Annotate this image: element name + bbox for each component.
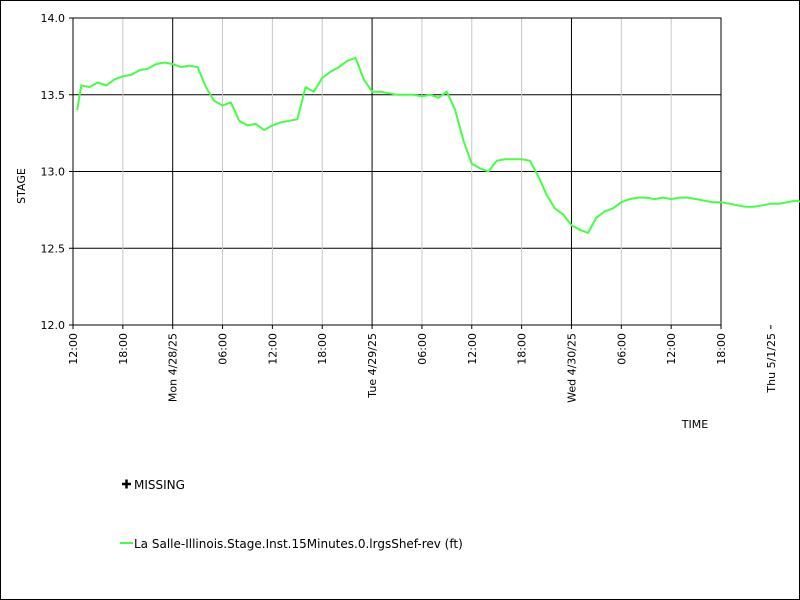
x-tick-day-label: Wed 4/30/25 bbox=[565, 333, 578, 403]
legend-missing-plus-icon bbox=[122, 479, 131, 489]
x-tick-day-label: Thu 5/1/25 bbox=[765, 333, 778, 394]
x-tick-day-label: Tue 4/29/25 bbox=[366, 333, 379, 399]
legend-item-series: La Salle-Illinois.Stage.Inst.15Minutes.0… bbox=[120, 537, 463, 551]
x-tick-label: 18:00 bbox=[715, 333, 728, 365]
x-tick-label: 18:00 bbox=[516, 333, 529, 365]
x-axis-title: TIME bbox=[681, 418, 708, 431]
x-tick-label: 12:00 bbox=[266, 333, 279, 365]
x-tick-label: 12:00 bbox=[665, 333, 678, 365]
legend-item-missing: MISSING bbox=[122, 478, 185, 492]
x-axis-ticks: 12:00 18:00 Mon 4/28/25 06:00 12:00 18:00 Tue … bbox=[67, 325, 778, 403]
series-line bbox=[76, 56, 800, 235]
y-tick-label: 13.0 bbox=[41, 166, 66, 179]
y-tick-label: 12.0 bbox=[41, 319, 66, 332]
legend-label-series: La Salle-Illinois.Stage.Inst.15Minutes.0… bbox=[134, 537, 463, 551]
x-tick-label: 12:00 bbox=[466, 333, 479, 365]
y-tick-label: 14.0 bbox=[41, 12, 66, 25]
y-tick-label: 12.5 bbox=[41, 242, 66, 255]
y-axis-ticks: 12.0 12.5 13.0 13.5 14.0 bbox=[41, 12, 73, 332]
grid-lines bbox=[73, 18, 721, 325]
x-tick-label: 06:00 bbox=[416, 333, 429, 365]
x-tick-label: 18:00 bbox=[117, 333, 130, 365]
y-axis-title: STAGE bbox=[15, 168, 28, 204]
legend-label-missing: MISSING bbox=[134, 478, 185, 492]
x-tick-label: 06:00 bbox=[615, 333, 628, 365]
legend: MISSING La Salle-Illinois.Stage.Inst.15M… bbox=[120, 478, 463, 551]
x-tick-label: 12:00 bbox=[67, 333, 80, 365]
x-tick-label: 06:00 bbox=[217, 333, 230, 365]
y-tick-label: 13.5 bbox=[41, 89, 66, 102]
x-tick-day-label: Mon 4/28/25 bbox=[167, 333, 180, 402]
x-tick-label: 18:00 bbox=[316, 333, 329, 365]
